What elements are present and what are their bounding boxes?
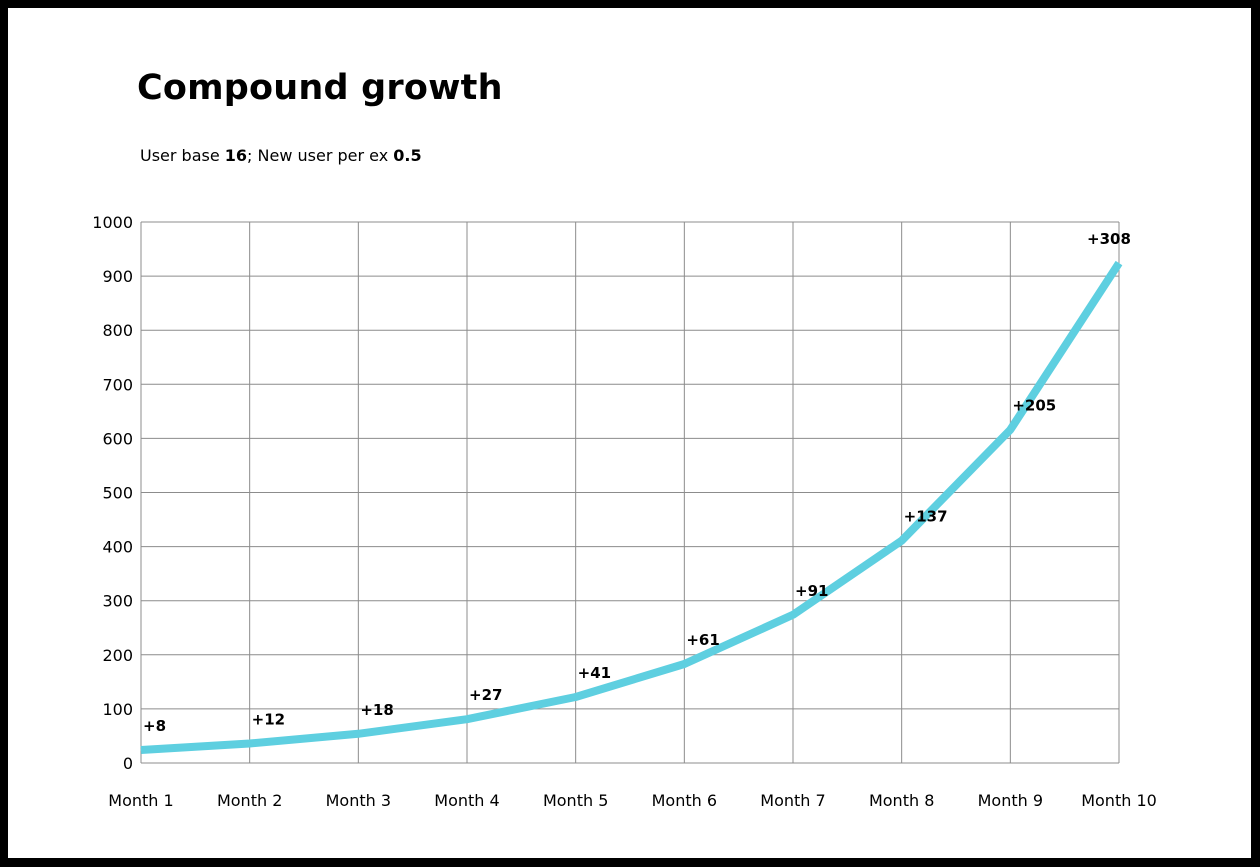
subtitle-prefix: User base — [140, 146, 225, 165]
y-tick-label: 900 — [102, 267, 133, 286]
line-chart: 0 100 200 300 400 500 600 700 800 900 1000 Month 1 M… — [92, 213, 1157, 810]
chart-subtitle: User base 16; New user per ex 0.5 — [140, 146, 422, 166]
y-tick-label: 300 — [102, 592, 133, 611]
x-tick-label: Month 8 — [869, 791, 934, 810]
data-label: +41 — [578, 664, 611, 682]
data-point — [140, 749, 142, 751]
y-tick-label: 1000 — [92, 213, 133, 232]
data-point — [1009, 429, 1011, 431]
y-tick-label: 500 — [102, 484, 133, 503]
x-tick-label: Month 5 — [543, 791, 608, 810]
data-point — [901, 540, 903, 542]
x-tick-label: Month 6 — [652, 791, 717, 810]
data-label: +137 — [904, 508, 948, 526]
chart-title: Compound growth — [137, 68, 503, 108]
x-tick-label: Month 10 — [1081, 791, 1157, 810]
data-point — [575, 696, 577, 698]
data-label: +61 — [686, 631, 719, 649]
y-tick-label: 700 — [102, 375, 133, 394]
series-line — [140, 260, 1123, 755]
subtitle-rate: 0.5 — [393, 146, 422, 165]
y-tick-label: 600 — [102, 429, 133, 448]
x-tick-label: Month 2 — [217, 791, 282, 810]
x-tick-label: Month 7 — [760, 791, 825, 810]
data-label: +8 — [143, 717, 166, 735]
subtitle-middle: ; New user per ex — [247, 146, 394, 165]
data-label: +12 — [252, 711, 285, 729]
data-label: +205 — [1012, 397, 1056, 415]
y-tick-label: 800 — [102, 321, 133, 340]
data-label: +308 — [1087, 230, 1131, 248]
data-label: +18 — [360, 701, 393, 719]
data-point — [466, 718, 468, 720]
x-tick-label: Month 1 — [108, 791, 173, 810]
data-point — [683, 663, 685, 665]
subtitle-user-base: 16 — [224, 146, 248, 165]
data-point — [792, 614, 794, 616]
x-tick-label: Month 4 — [434, 791, 499, 810]
data-point — [357, 733, 359, 735]
y-tick-label: 0 — [123, 754, 133, 773]
data-point — [1118, 262, 1120, 264]
y-tick-label: 200 — [102, 646, 133, 665]
x-tick-label: Month 9 — [978, 791, 1043, 810]
chart-frame: Compound growth User base 16; New user p… — [8, 8, 1251, 858]
data-label: +27 — [469, 686, 502, 704]
y-tick-label: 100 — [102, 700, 133, 719]
data-point — [249, 743, 251, 745]
x-tick-label: Month 3 — [326, 791, 391, 810]
data-label: +91 — [795, 582, 828, 600]
y-tick-label: 400 — [102, 538, 133, 557]
